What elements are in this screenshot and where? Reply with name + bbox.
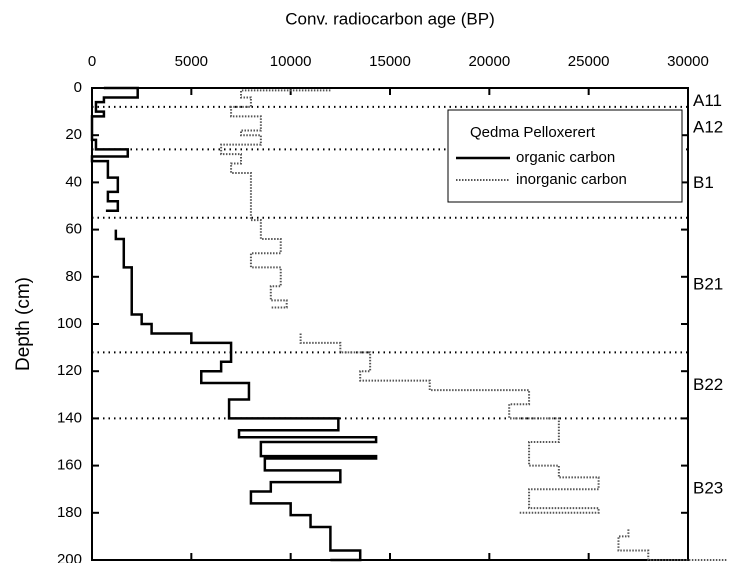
- x-tick-label: 15000: [369, 53, 411, 70]
- x-tick-label: 20000: [468, 53, 510, 70]
- legend-title: Qedma Pelloxerert: [470, 124, 596, 141]
- legend-label: inorganic carbon: [516, 171, 627, 188]
- series-line: [617, 529, 728, 561]
- y-tick-label: 120: [57, 362, 82, 379]
- x-tick-label: 25000: [568, 53, 610, 70]
- series-line: [299, 333, 600, 514]
- horizon-label: B22: [693, 375, 723, 394]
- x-tick-label: 0: [88, 53, 96, 70]
- y-tick-label: 20: [65, 126, 82, 143]
- y-tick-label: 0: [74, 79, 82, 96]
- y-axis-label: Depth (cm): [13, 277, 34, 371]
- y-tick-label: 80: [65, 268, 82, 285]
- horizon-label: A11: [693, 91, 722, 110]
- series-line: [114, 229, 378, 562]
- x-tick-label: 10000: [270, 53, 312, 70]
- x-axis-label: Conv. radiocarbon age (BP): [285, 9, 494, 28]
- x-tick-label: 30000: [667, 53, 709, 70]
- y-tick-label: 60: [65, 221, 82, 238]
- horizon-label: B1: [693, 173, 714, 192]
- y-tick-label: 180: [57, 504, 82, 521]
- y-tick-label: 100: [57, 315, 82, 332]
- y-tick-label: 160: [57, 457, 82, 474]
- series-line: [90, 86, 139, 212]
- horizon-label: A12: [693, 118, 723, 137]
- series-line: [220, 89, 331, 309]
- x-tick-label: 5000: [175, 53, 208, 70]
- y-tick-label: 140: [57, 409, 82, 426]
- legend-box: [447, 109, 683, 203]
- horizon-label: B23: [693, 479, 723, 498]
- y-tick-label: 200: [57, 551, 82, 563]
- y-tick-label: 40: [65, 173, 82, 190]
- horizon-label: B21: [693, 275, 723, 294]
- legend-label: organic carbon: [516, 149, 615, 166]
